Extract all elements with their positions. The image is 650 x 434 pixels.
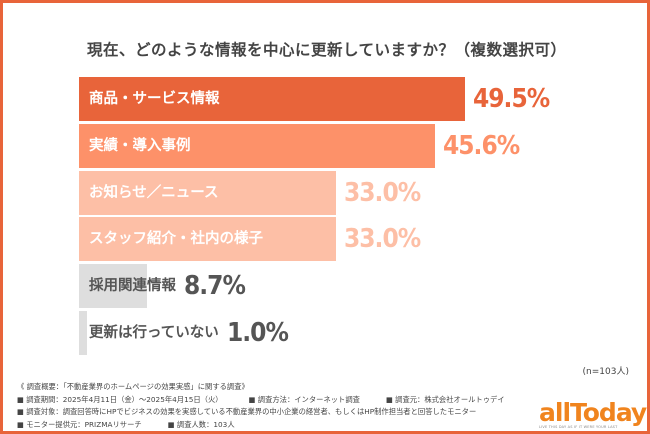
category-label: スタッフ紹介・社内の様子 bbox=[89, 231, 263, 248]
value-label: 8.7% bbox=[184, 271, 246, 302]
category-label: 更新は行っていない bbox=[89, 325, 219, 341]
logo-text: allToday bbox=[539, 398, 647, 427]
alltoday-logo: allToday LIVE THIS DAY AS IF IT WERE YOU… bbox=[539, 398, 647, 429]
survey-target: ■ 調査対象：調査回答時にHPでビジネスの効果を実感している不動産業界の中小企業… bbox=[17, 407, 477, 416]
logo-tagline: LIVE THIS DAY AS IF IT WERE YOUR LAST bbox=[539, 425, 618, 429]
bar bbox=[79, 77, 465, 121]
bar bbox=[79, 264, 147, 309]
chart-title: 現在、どのような情報を中心に更新していますか？（複数選択可） bbox=[87, 41, 567, 59]
survey-period: ■ 調査期間：2025年4月11日（金）～2025年4月15日（火） bbox=[17, 394, 223, 404]
value-label: 1.0% bbox=[227, 318, 289, 348]
sample-size-note: (n=103人) bbox=[582, 367, 629, 377]
bar bbox=[79, 311, 87, 355]
survey-method: ■ 調査方法：インターネット調査 bbox=[248, 394, 360, 404]
survey-source: ■ 調査元：株式会社オールトゥデイ bbox=[385, 394, 505, 404]
survey-notes: 《 調査概要：「不動産業界のホームページの効果実感」に関する調査》 ■ 調査期間… bbox=[17, 381, 531, 431]
bar bbox=[79, 123, 435, 168]
category-label: 実績・導入事例 bbox=[89, 137, 191, 154]
survey-provider: ■ モニター提供元：PRIZMAリサーチ bbox=[17, 419, 142, 429]
category-label: お知らせ／ニュース bbox=[89, 184, 219, 201]
survey-count: ■ 調査人数：103人 bbox=[167, 419, 235, 429]
value-label: 33.0% bbox=[344, 224, 421, 255]
bar bbox=[79, 217, 337, 262]
category-label: 商品・サービス情報 bbox=[89, 91, 220, 107]
value-label: 45.6% bbox=[443, 130, 520, 161]
value-label: 49.5% bbox=[473, 84, 550, 114]
category-label: 採用関連情報 bbox=[89, 278, 176, 295]
survey-overview: 《 調査概要：「不動産業界のホームページの効果実感」に関する調査》 bbox=[17, 382, 249, 391]
bar bbox=[79, 170, 337, 215]
value-label: 33.0% bbox=[344, 177, 421, 208]
